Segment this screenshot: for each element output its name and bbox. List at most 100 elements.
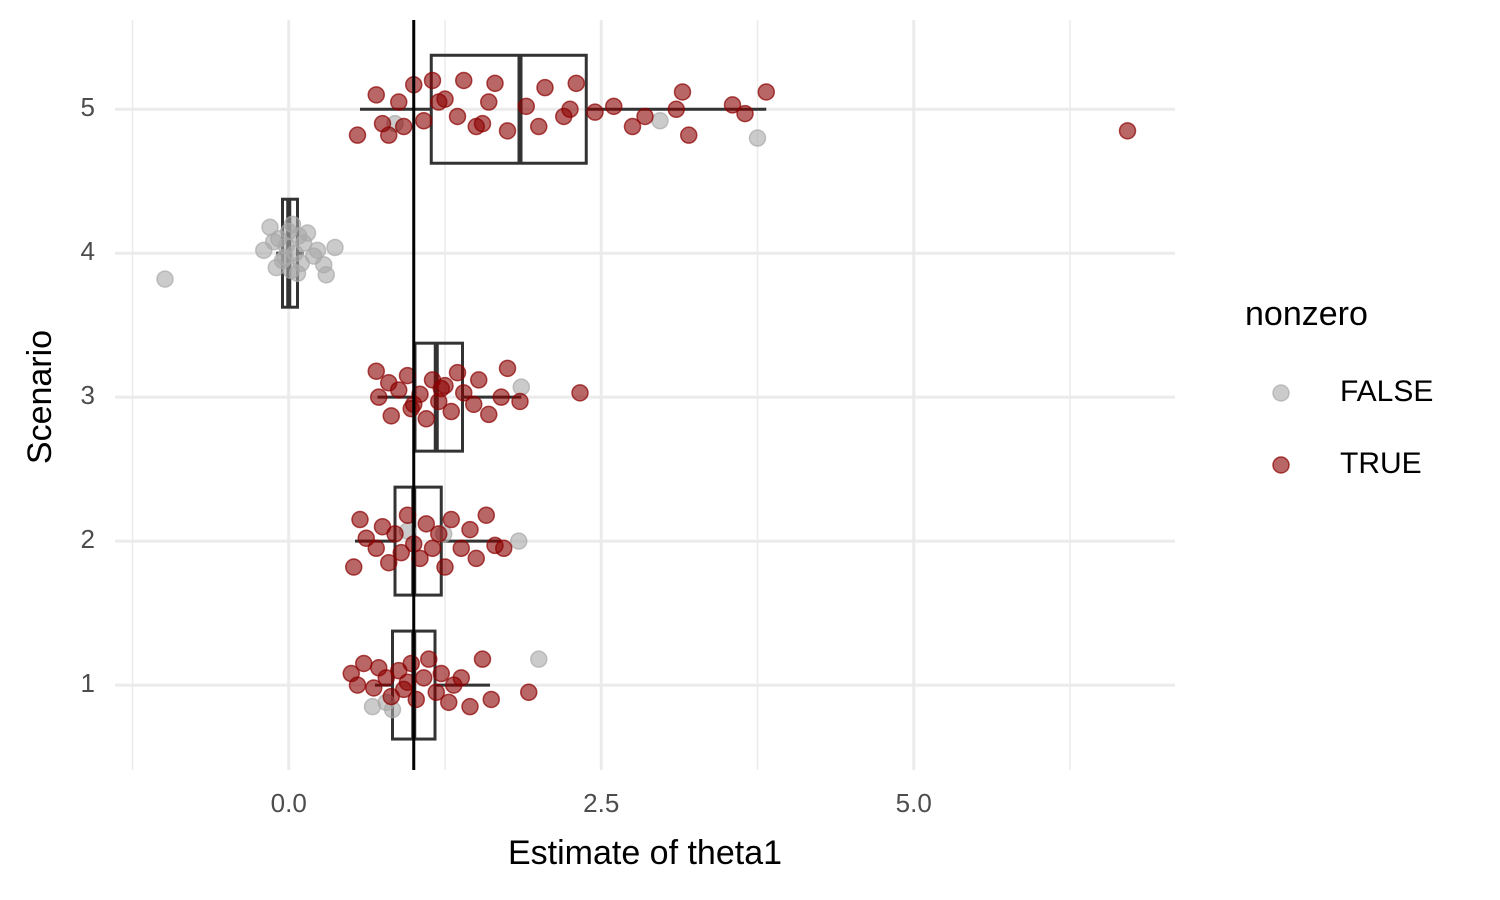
x-axis-title: Estimate of theta1 bbox=[508, 834, 782, 872]
point bbox=[308, 241, 327, 260]
point bbox=[395, 117, 413, 136]
point bbox=[382, 407, 400, 425]
point bbox=[398, 506, 417, 524]
point bbox=[530, 117, 548, 136]
point bbox=[370, 388, 388, 406]
x-tick-label: 0.0 bbox=[271, 788, 307, 818]
point bbox=[530, 650, 548, 668]
point bbox=[423, 71, 442, 90]
grid bbox=[115, 20, 1175, 770]
point bbox=[427, 683, 445, 702]
point bbox=[461, 520, 479, 539]
point bbox=[367, 86, 385, 104]
point bbox=[480, 93, 498, 111]
point bbox=[423, 539, 442, 558]
point bbox=[432, 379, 450, 398]
point bbox=[283, 215, 302, 234]
point bbox=[351, 510, 369, 529]
point bbox=[748, 129, 767, 147]
point bbox=[723, 96, 742, 114]
point bbox=[480, 405, 498, 424]
point bbox=[288, 264, 307, 283]
point bbox=[276, 248, 294, 267]
legend-label: TRUE bbox=[1340, 447, 1422, 480]
point bbox=[586, 103, 604, 121]
point bbox=[736, 104, 754, 123]
point bbox=[623, 117, 642, 136]
point bbox=[511, 392, 529, 411]
point bbox=[448, 107, 467, 126]
point bbox=[367, 539, 385, 558]
point bbox=[452, 539, 470, 558]
point bbox=[392, 543, 410, 562]
point bbox=[415, 112, 433, 130]
point bbox=[465, 395, 483, 414]
point bbox=[390, 381, 408, 399]
point bbox=[473, 114, 492, 133]
point bbox=[348, 126, 367, 144]
box bbox=[429, 53, 588, 165]
point bbox=[667, 100, 685, 119]
point bbox=[510, 532, 528, 550]
point bbox=[561, 100, 579, 119]
point bbox=[367, 362, 385, 380]
legend-key bbox=[1272, 384, 1290, 402]
point bbox=[455, 384, 473, 402]
point bbox=[365, 679, 383, 697]
point bbox=[417, 515, 435, 533]
point bbox=[380, 553, 398, 572]
point bbox=[436, 558, 454, 576]
y-tick-label: 3 bbox=[81, 380, 95, 410]
point bbox=[430, 93, 448, 111]
legend-label: FALSE bbox=[1340, 375, 1433, 408]
point bbox=[571, 384, 589, 402]
point bbox=[498, 359, 517, 378]
point bbox=[651, 112, 669, 130]
point bbox=[442, 402, 460, 421]
point bbox=[398, 366, 417, 385]
point bbox=[355, 654, 373, 673]
point bbox=[326, 238, 344, 257]
point bbox=[536, 78, 554, 97]
point bbox=[567, 74, 585, 93]
point bbox=[680, 126, 698, 144]
point bbox=[455, 71, 473, 90]
legend-key bbox=[1272, 456, 1290, 474]
point bbox=[512, 378, 530, 396]
point bbox=[432, 664, 450, 683]
point bbox=[473, 650, 492, 668]
point bbox=[498, 122, 517, 140]
marks bbox=[156, 20, 1137, 770]
point bbox=[636, 107, 654, 126]
point bbox=[520, 683, 538, 702]
y-tick-label: 5 bbox=[81, 92, 95, 122]
point bbox=[156, 270, 174, 288]
point bbox=[415, 669, 433, 687]
point bbox=[407, 690, 425, 709]
point bbox=[461, 697, 479, 716]
point bbox=[348, 676, 367, 694]
point bbox=[452, 669, 470, 687]
y-axis-title: Scenario bbox=[21, 330, 59, 464]
y-tick-label: 1 bbox=[81, 668, 95, 698]
point bbox=[417, 410, 435, 428]
x-tick-label: 5.0 bbox=[896, 788, 932, 818]
point bbox=[486, 74, 504, 93]
point bbox=[482, 690, 500, 709]
y-tick-label: 4 bbox=[81, 236, 95, 266]
point bbox=[420, 650, 438, 668]
point bbox=[467, 549, 485, 568]
legend-title: nonzero bbox=[1245, 295, 1368, 333]
point bbox=[448, 363, 467, 382]
point bbox=[1118, 122, 1137, 140]
point bbox=[757, 83, 775, 101]
point bbox=[265, 232, 283, 251]
point bbox=[390, 93, 408, 111]
point bbox=[386, 525, 404, 543]
point bbox=[605, 97, 623, 116]
point bbox=[495, 539, 513, 558]
y-tick-label: 2 bbox=[81, 524, 95, 554]
point bbox=[398, 673, 417, 691]
point bbox=[673, 83, 692, 101]
